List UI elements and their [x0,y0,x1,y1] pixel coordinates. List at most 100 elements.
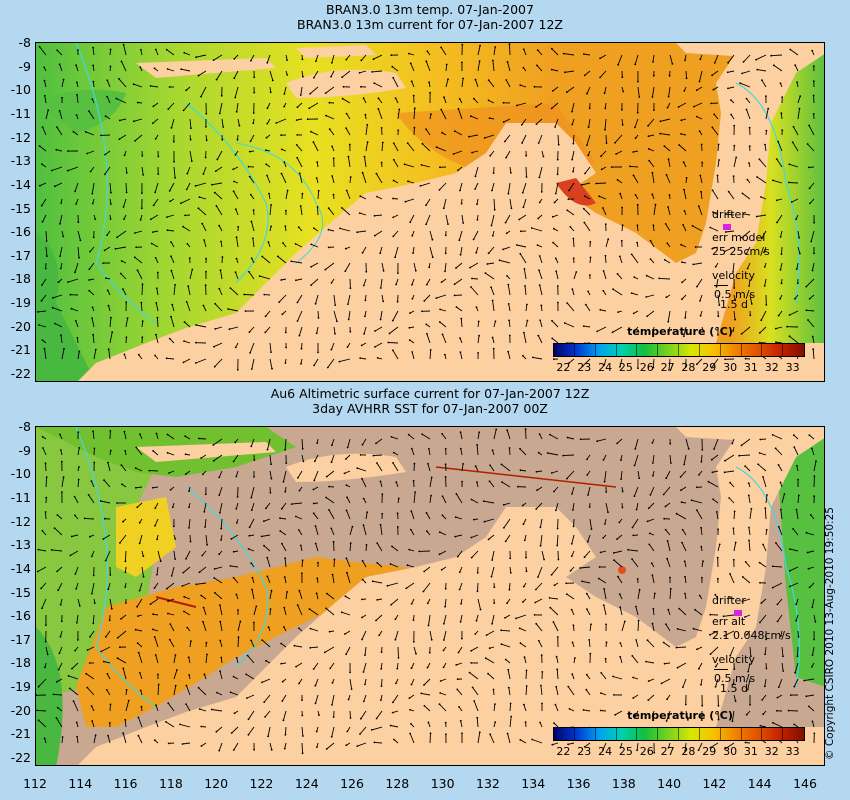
map-panel-model: drifter err model 25 25cm/s velocity 0.5… [35,42,825,382]
current-vector-head [425,323,428,326]
current-vector-head [445,733,447,736]
current-vector [357,230,367,233]
current-vector [248,710,255,720]
current-vector-head [717,315,720,318]
current-vector-head [474,175,477,178]
current-vector-head [426,666,429,669]
current-vector [583,208,591,216]
current-vector-head [54,322,56,325]
current-vector-head [375,717,378,720]
current-vector-head [438,703,441,706]
current-vector [614,710,623,716]
current-vector-head [182,571,185,574]
current-vector [631,655,639,664]
current-vector [552,242,559,248]
current-vector [326,742,335,750]
bathymetry-contour [75,43,157,324]
current-vector [538,166,543,178]
current-vector-head [284,331,287,334]
current-vector-head [652,74,655,77]
current-vector-head [281,700,284,702]
current-vector [344,470,351,474]
current-vector-head [635,605,637,608]
current-vector [280,643,287,648]
current-vector [116,230,127,238]
current-vector-head [647,124,649,127]
current-vector [124,719,127,728]
current-vector [300,86,303,96]
current-vector [537,335,543,344]
current-vector-head [812,65,815,67]
current-vector-head [750,655,752,658]
current-vector [269,454,272,465]
current-vector-head [174,283,177,286]
sst-altimetry-map [36,427,824,765]
current-vector-head [213,577,216,579]
current-vector-head [579,567,581,569]
current-vector-head [713,62,716,64]
current-vector [362,560,367,568]
current-vector-head [77,478,80,481]
current-vector-head [390,603,393,606]
current-vector [742,193,751,200]
current-vector-head [394,638,397,641]
current-vector-head [456,678,459,681]
current-vector-head [315,332,318,335]
current-vector [218,225,223,232]
current-vector [235,209,239,216]
current-vector-head [316,442,319,444]
current-vector-head [616,179,619,181]
current-vector [182,742,191,745]
current-vector [712,470,719,473]
current-vector-head [808,586,811,589]
current-vector [60,262,63,269]
current-vector-head [203,239,206,241]
current-vector-head [508,447,511,449]
current-vector [692,225,703,232]
current-vector-head [519,738,522,741]
current-vector-head [550,573,553,576]
current-vector-head [797,478,799,481]
current-vector-head [249,140,252,143]
current-vector [812,349,815,360]
current-vector [663,486,671,495]
current-vector [301,438,304,449]
current-vector-head [522,48,525,51]
current-vector [793,126,799,136]
current-vector-head [179,723,181,726]
current-vector [729,482,735,488]
current-vector-head [120,464,123,466]
current-vector-head [459,621,462,623]
current-vector [269,342,272,353]
current-vector-head [698,594,701,597]
current-vector-head [506,602,508,605]
current-vector [603,605,607,616]
current-vector [637,470,640,479]
current-vector [359,212,367,216]
current-vector-head [700,143,703,146]
current-vector [380,278,383,289]
current-vector-head [38,45,41,48]
current-vector [509,716,512,728]
current-vector [812,646,815,656]
current-vector [648,148,655,152]
current-vector-head [613,694,615,696]
current-vector [807,550,815,553]
current-vector-head [508,43,511,46]
current-vector-head [253,748,256,751]
current-vector-head [500,629,503,632]
current-vector-head [590,528,593,530]
current-vector [167,68,175,72]
current-vector [571,102,575,112]
current-vector-head [316,746,318,748]
current-vector-head [589,652,592,655]
current-vector-head [301,447,304,450]
current-vector [714,54,719,64]
current-vector [185,550,191,560]
current-vector-head [476,218,479,221]
current-vector [282,710,287,721]
current-vector-head [746,178,749,181]
current-vector-head [665,477,668,480]
current-vector-head [124,560,127,563]
current-vector-head [283,626,285,628]
